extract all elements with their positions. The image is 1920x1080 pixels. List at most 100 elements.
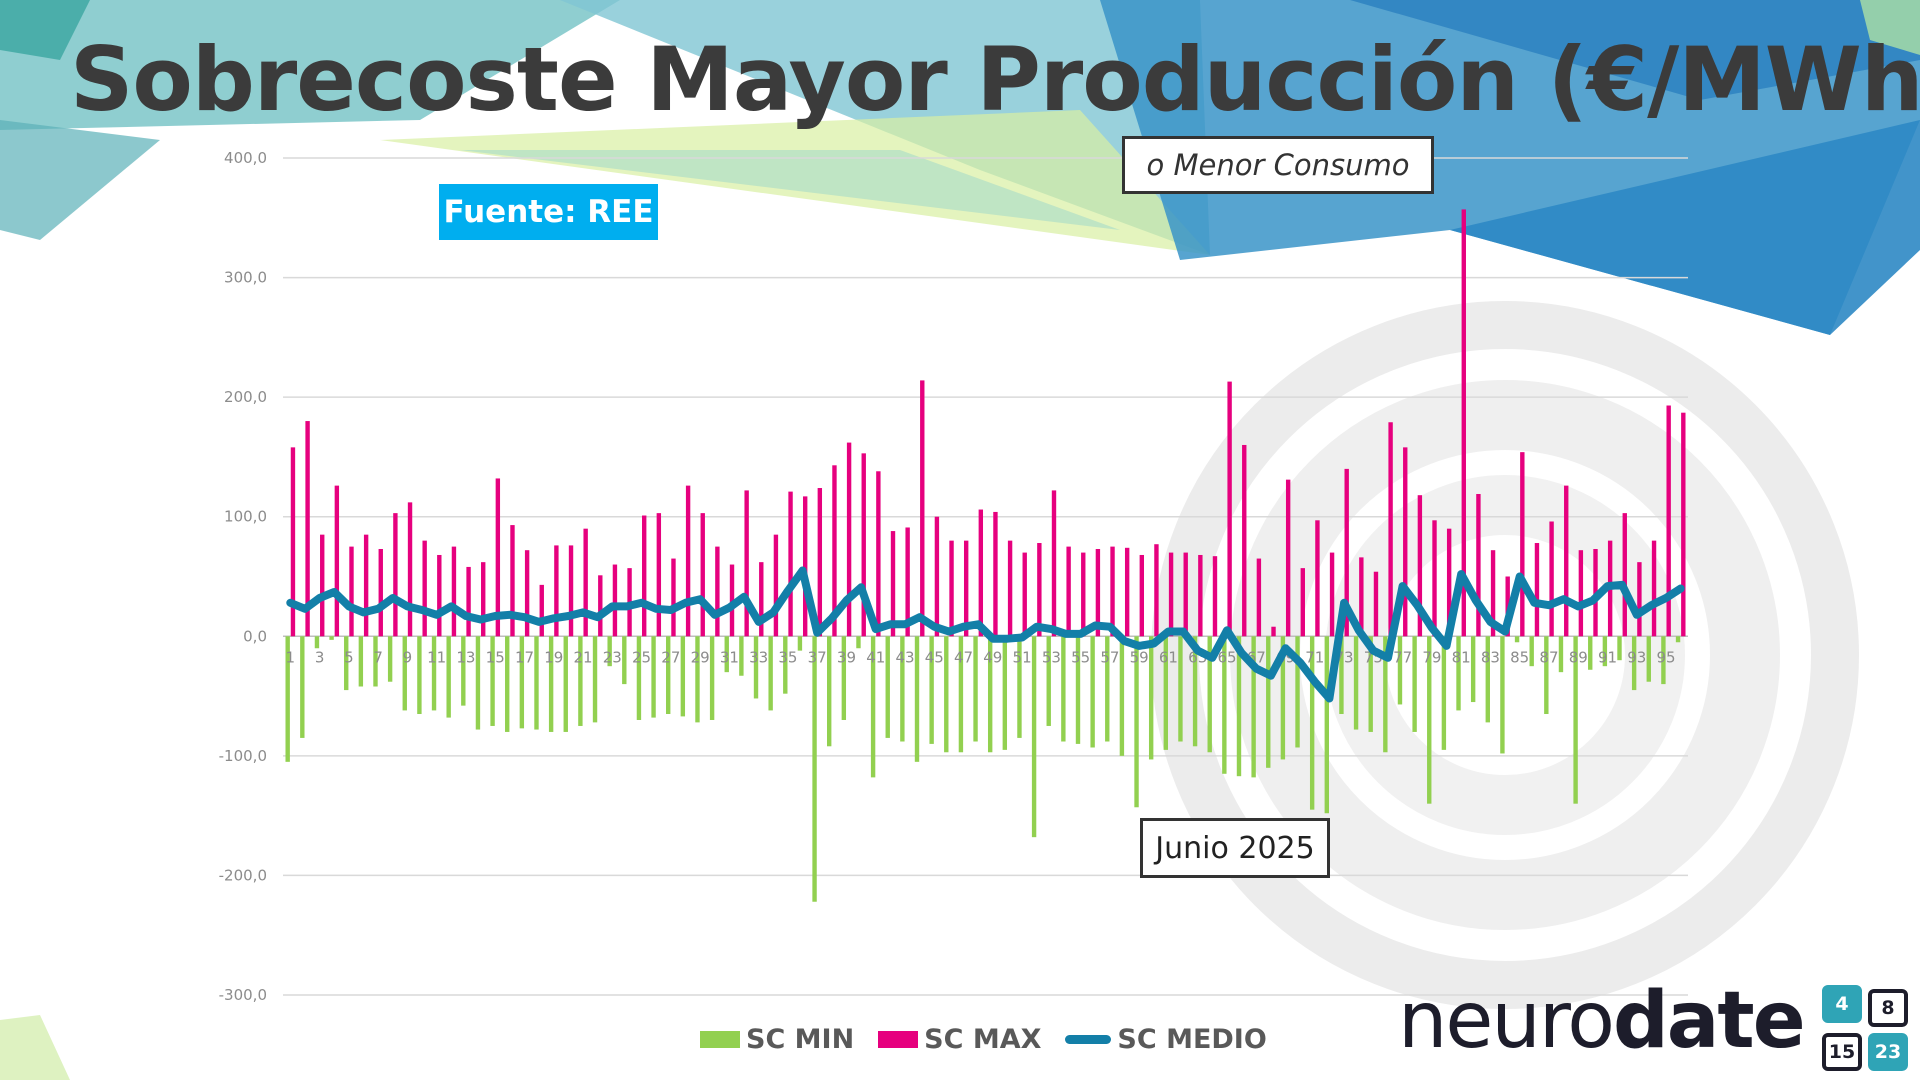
sc-min-bar [973,636,978,742]
y-tick-label: -100,0 [219,747,267,765]
sc-max-bar [1461,209,1466,637]
sc-min-bar [1207,636,1212,753]
sc-min-bar [1470,636,1476,703]
sc-min-bar [1002,636,1008,750]
sc-min-bars [285,636,1681,902]
x-tick-label: 3 [315,648,325,666]
sc-max-bar [1300,568,1305,637]
calendar-icon-cell: 15 [1822,1033,1862,1071]
x-tick-label: 87 [1539,648,1558,666]
legend-swatch-sc-max [878,1031,919,1048]
sc-max-bar [1388,422,1393,637]
sc-max-bar [407,502,413,637]
x-tick-label: 35 [778,648,797,666]
sc-max-bar [524,550,530,637]
sc-min-bar [1061,636,1066,742]
sc-min-bar [1280,636,1286,760]
sc-min-bar [592,636,598,723]
sc-min-bar [724,636,729,673]
sc-max-bar [451,546,457,637]
sc-min-bar [841,636,847,720]
sc-max-bar [1417,495,1423,637]
x-tick-label: 41 [866,648,885,666]
sc-max-bar [1651,540,1657,637]
sc-max-bar [1329,552,1335,637]
x-tick-label: 61 [1159,648,1178,666]
subtitle-box: o Menor Consumo [1122,136,1434,194]
sc-max-bar [1315,520,1320,637]
sc-max-bar [290,447,296,637]
sc-max-bar [1432,520,1437,637]
sc-min-bar [1441,636,1447,750]
sc-min-bar [1514,636,1520,643]
sc-min-bar [1105,636,1110,742]
period-label: Junio 2025 [1140,818,1330,878]
sc-min-bar [1368,636,1373,732]
sc-max-bar [1110,546,1115,637]
x-tick-label: 49 [983,648,1002,666]
sc-max-bar [1227,381,1232,637]
sc-min-bar [753,636,759,699]
brand-logo-bold: date [1612,976,1806,1066]
sc-min-bar [812,636,817,902]
sc-max-bar [700,513,705,637]
sc-max-bar [890,531,896,637]
x-tick-label: 13 [456,648,475,666]
x-tick-label: 31 [720,648,739,666]
sc-min-bar [636,636,642,720]
sc-min-bar [329,636,334,640]
sc-max-bar [1212,556,1218,637]
calendar-icon-cell: 8 [1868,989,1908,1027]
sc-min-bar [1383,636,1388,753]
sc-min-bar [944,636,949,753]
sc-min-bar [1558,636,1564,673]
x-tick-label: 71 [1305,648,1324,666]
sc-max-bar [1622,513,1627,637]
sc-min-bar [1031,636,1037,838]
sc-max-bar [1549,521,1554,637]
sc-min-bar [987,636,993,753]
sc-min-bar [519,636,525,729]
source-badge: Fuente: REE [439,184,658,240]
sc-min-bar [1573,636,1578,804]
sc-min-bar [1661,636,1666,685]
sc-max-bar [802,496,808,637]
sc-max-bar [642,515,647,637]
sc-max-bar [949,540,954,637]
brand-logo-light: neuro [1398,976,1615,1066]
sc-min-bar [695,636,700,723]
sc-min-bar [431,636,437,711]
sc-max-bar [1344,468,1349,637]
y-tick-label: 0,0 [243,627,267,645]
sc-max-bar [934,516,940,637]
sc-max-bar [1139,554,1145,637]
sc-max-bar [481,562,486,637]
y-tick-label: 400,0 [224,149,267,167]
sc-max-bar [846,442,852,637]
sc-min-bar [1529,636,1534,667]
sc-max-bar [1095,548,1101,637]
sc-max-bar [788,491,793,637]
sc-max-bar [1681,412,1686,637]
sc-max-bar [729,564,735,637]
sc-min-bar [783,636,788,694]
sc-max-bar [1037,543,1042,637]
x-tick-label: 77 [1393,648,1412,666]
legend-swatch-sc-min [700,1031,740,1048]
sc-min-bar [1017,636,1022,738]
x-tick-label: 23 [603,648,622,666]
sc-max-bar [963,540,969,637]
sc-min-bar [651,636,656,718]
sc-min-bar [1646,636,1651,682]
sc-min-bar [1119,636,1125,756]
sc-min-bar [344,636,349,691]
sc-max-bar [598,575,603,637]
sc-min-bar [958,636,964,753]
brand-logo: neurodate [1398,982,1806,1060]
sc-min-bar [1266,636,1271,768]
sc-min-bar [417,636,422,715]
sc-min-bar [622,636,627,685]
y-tick-label: -200,0 [219,866,267,884]
sc-max-bar [1359,557,1364,637]
